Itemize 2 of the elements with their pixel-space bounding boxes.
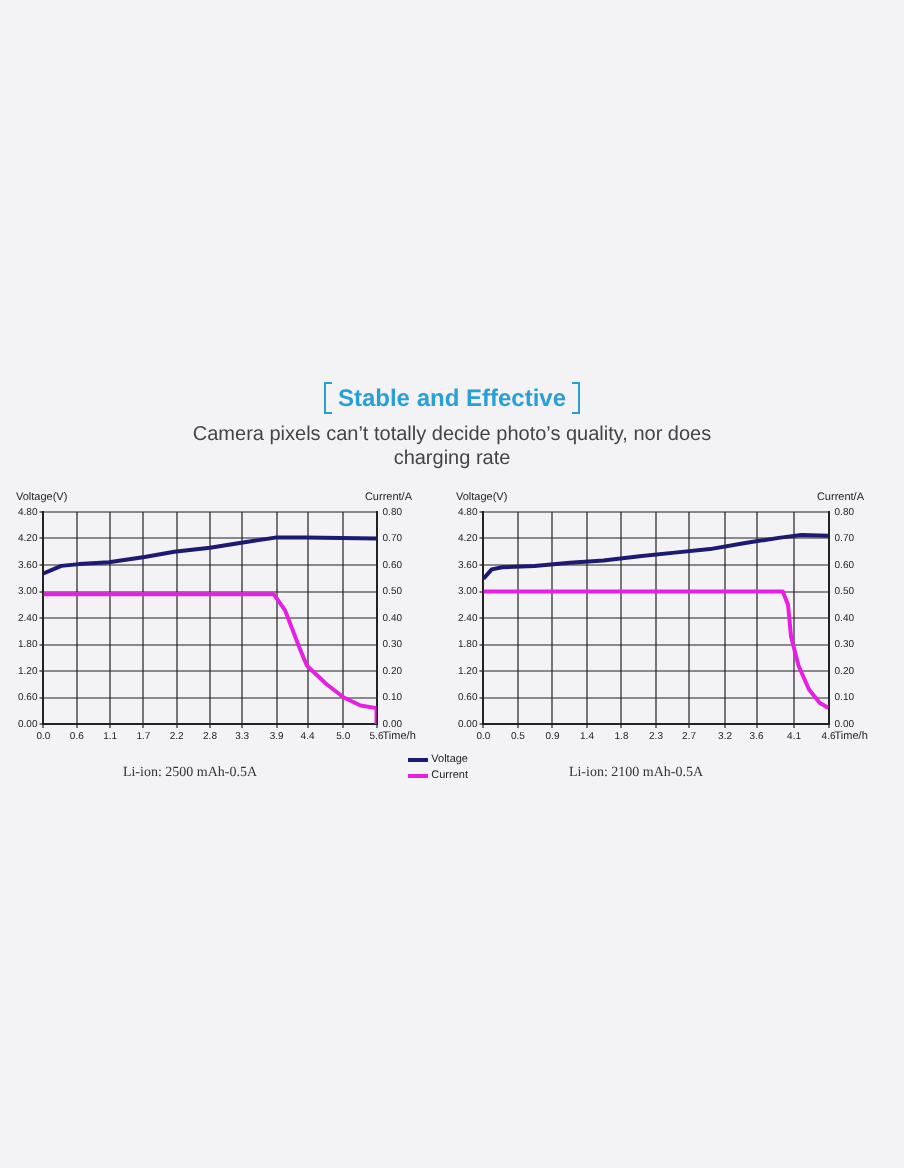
text: Camera pixels can’t totally decide photo’s quality, nor does charging rate — [190, 424, 714, 472]
text: Stable and Effective — [337, 384, 567, 412]
